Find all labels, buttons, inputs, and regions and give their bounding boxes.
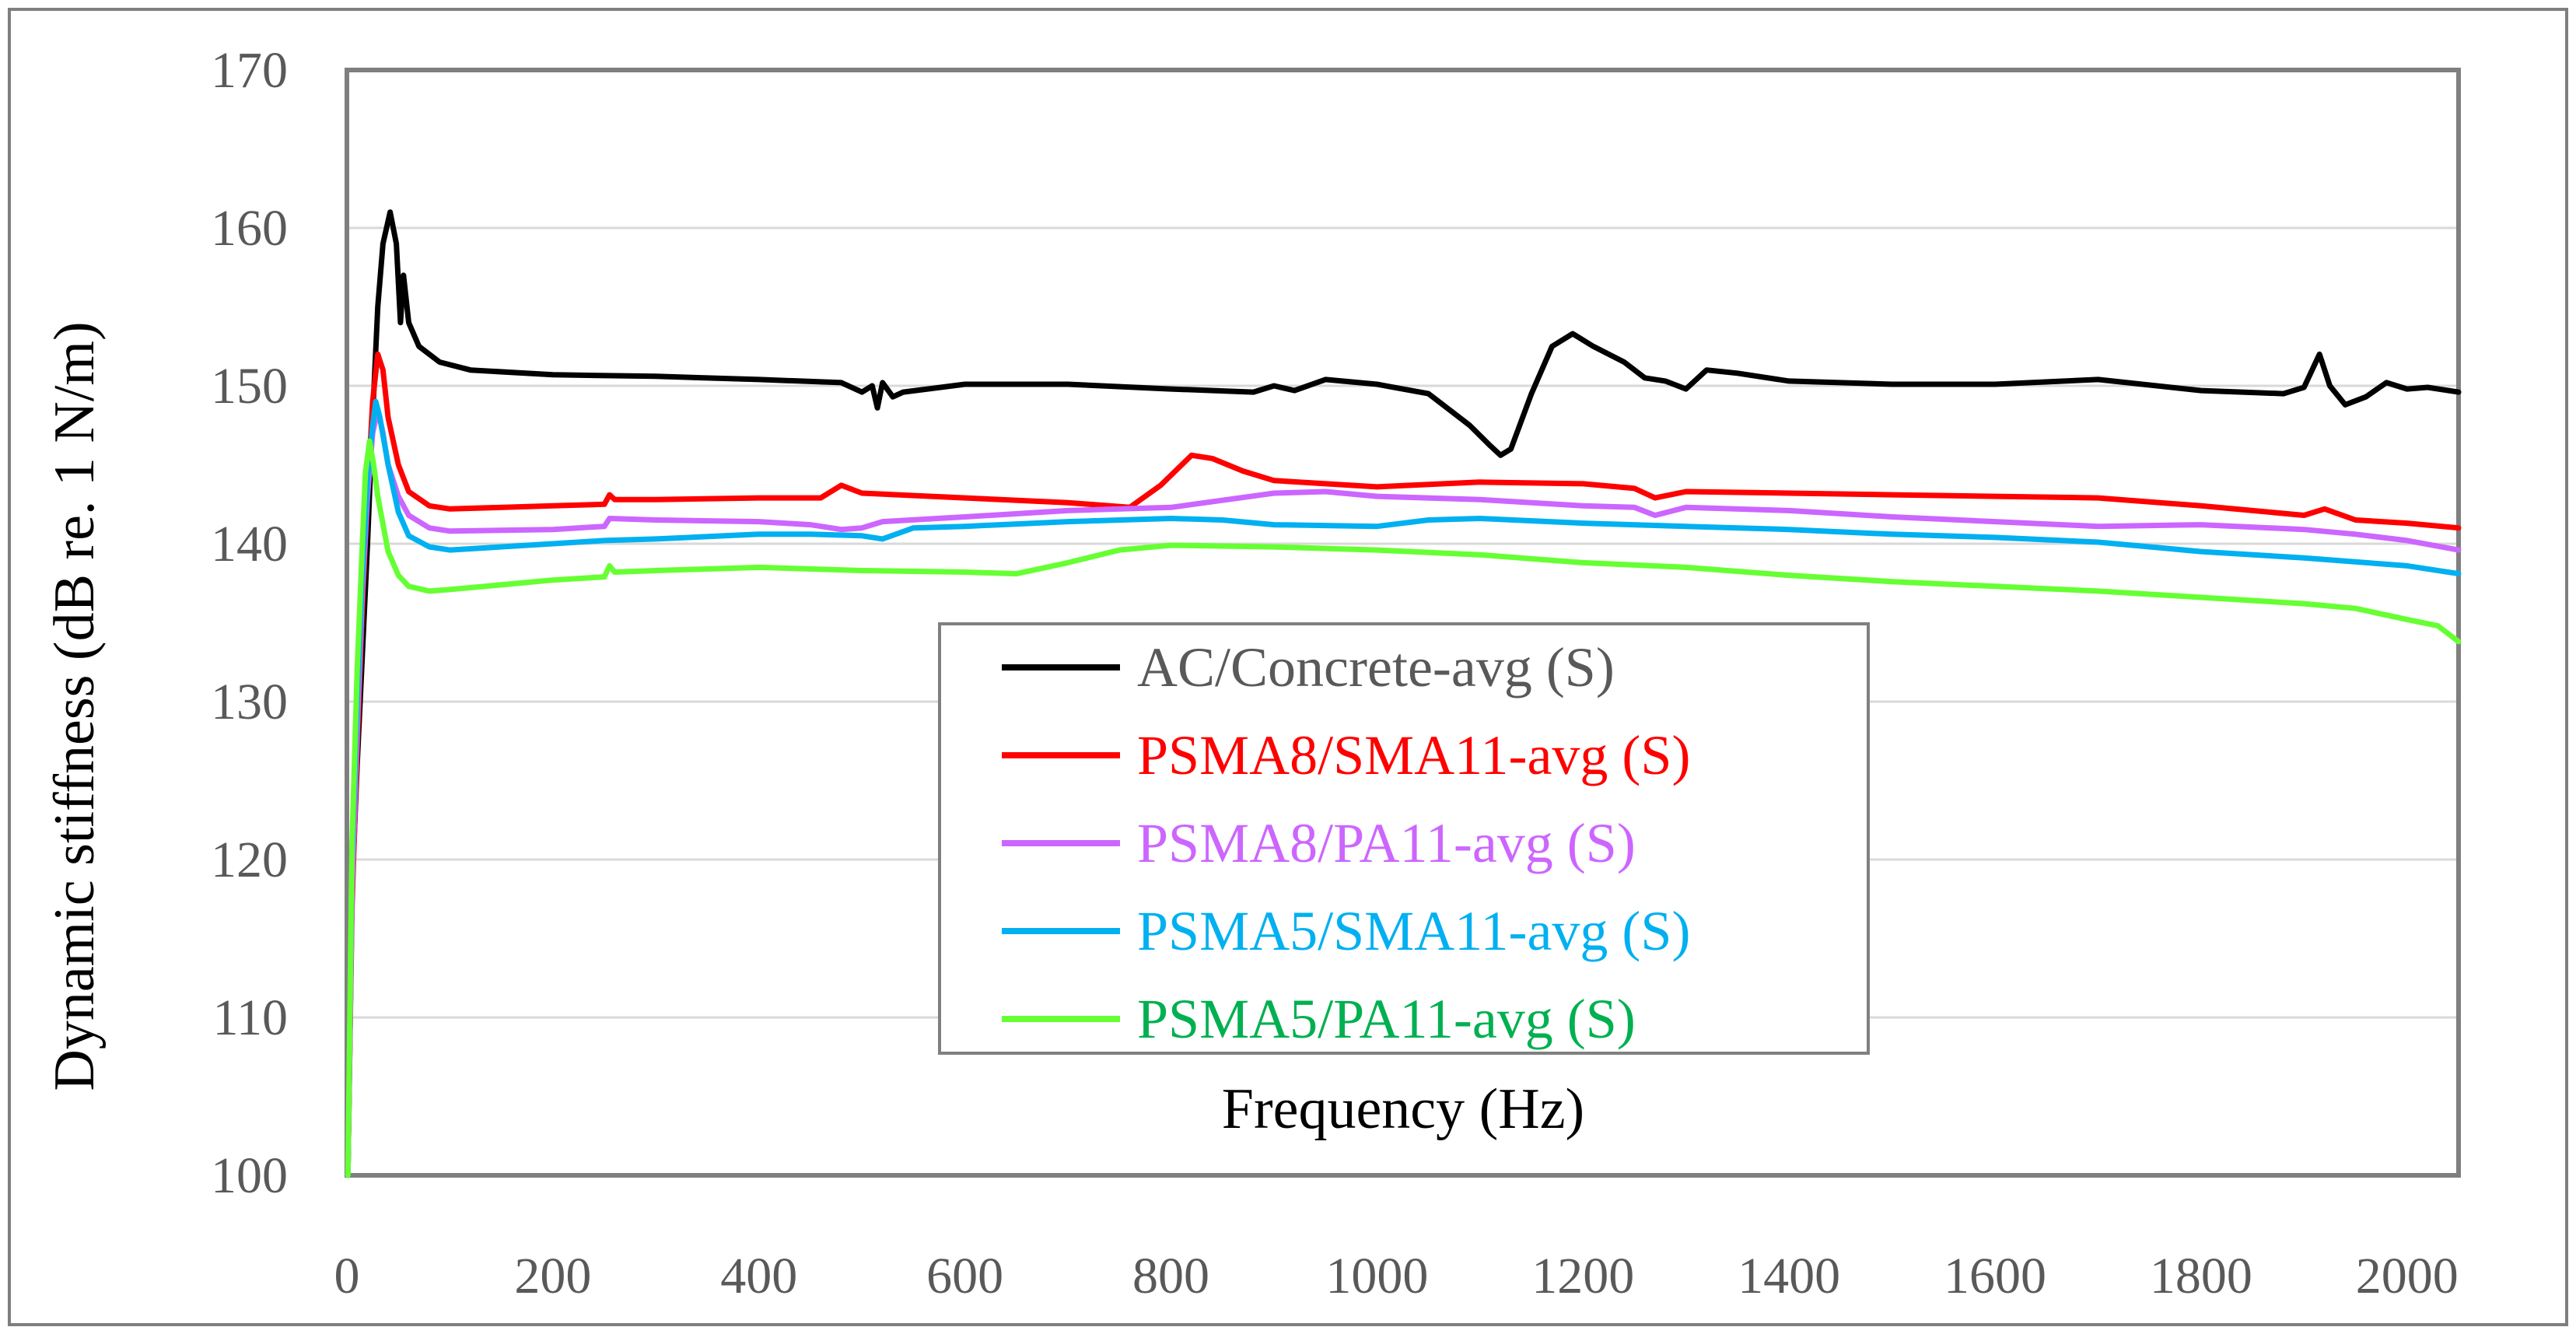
y-tick-label: 140 bbox=[211, 516, 288, 572]
x-tick-label: 1400 bbox=[1738, 1248, 1840, 1304]
series-line-1 bbox=[345, 209, 2462, 1178]
series-line-5 bbox=[345, 438, 2462, 1178]
legend: AC/Concrete-avg (S) PSMA8/SMA11-avg (S) PS… bbox=[938, 622, 1870, 1055]
legend-label-3: PSMA8/PA11-avg (S) bbox=[1137, 812, 1636, 874]
x-tick-label: 600 bbox=[926, 1248, 1003, 1304]
x-tick-label: 1000 bbox=[1325, 1248, 1428, 1304]
plot-area-border bbox=[345, 68, 2461, 1178]
x-tick-label: 2000 bbox=[2356, 1248, 2459, 1304]
y-tick-label: 160 bbox=[211, 200, 288, 257]
y-tick-label: 130 bbox=[211, 674, 288, 730]
legend-items: AC/Concrete-avg (S) PSMA8/SMA11-avg (S) PS… bbox=[1002, 636, 1690, 1050]
x-tick-label: 1800 bbox=[2150, 1248, 2252, 1304]
x-tick-label: 200 bbox=[514, 1248, 591, 1304]
legend-label-2: PSMA8/SMA11-avg (S) bbox=[1137, 724, 1690, 786]
x-tick-label: 1200 bbox=[1531, 1248, 1634, 1304]
series-lines bbox=[345, 209, 2462, 1178]
y-tick-label: 100 bbox=[211, 1147, 288, 1204]
legend-box bbox=[938, 622, 1870, 1055]
gridlines bbox=[347, 226, 2459, 1019]
legend-label-4: PSMA5/SMA11-avg (S) bbox=[1137, 900, 1690, 962]
y-tick-label: 170 bbox=[211, 42, 288, 99]
x-tick-label: 0 bbox=[334, 1248, 360, 1304]
x-tick-label: 1600 bbox=[1944, 1248, 2046, 1304]
y-tick-label: 120 bbox=[211, 832, 288, 888]
series-line-4 bbox=[345, 398, 2462, 1178]
legend-label-1: AC/Concrete-avg (S) bbox=[1137, 636, 1615, 699]
y-tick-label: 110 bbox=[212, 989, 288, 1046]
x-tick-label: 800 bbox=[1132, 1248, 1209, 1304]
x-axis-title: Frequency (Hz) bbox=[1222, 1077, 1584, 1141]
legend-label-5: PSMA5/PA11-avg (S) bbox=[1137, 988, 1636, 1050]
y-tick-label: 150 bbox=[211, 358, 288, 415]
x-tick-label: 400 bbox=[720, 1248, 797, 1304]
series-line-2 bbox=[345, 351, 2462, 1178]
axis-tick-labels: 100 110 120 130 140 150 160 170 0 200 400 600 800 100… bbox=[211, 42, 2459, 1304]
y-axis-title: Dynamic stiffness (dB re. 1 N/m) bbox=[43, 321, 107, 1091]
